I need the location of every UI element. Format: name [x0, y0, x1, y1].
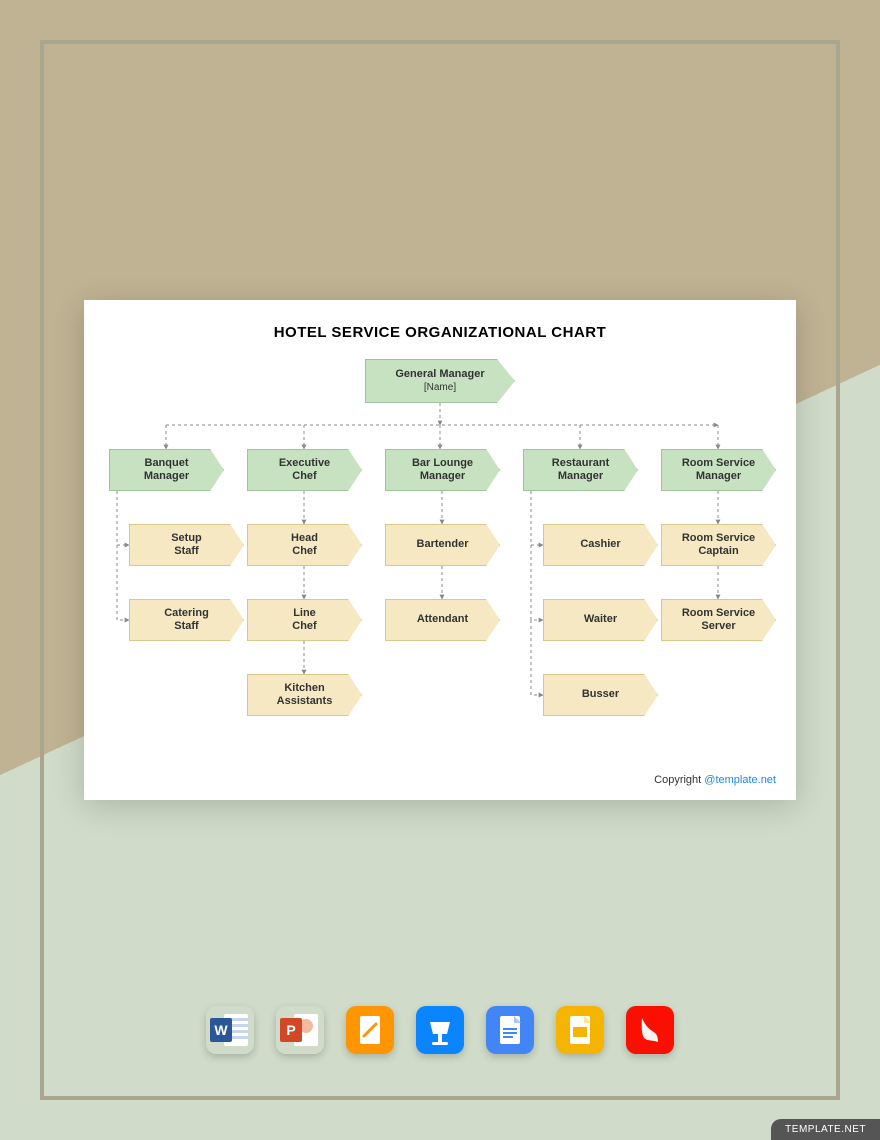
node-manager-2: Bar LoungeManager	[385, 449, 500, 491]
pages-icon[interactable]	[346, 1006, 394, 1054]
chart-title: HOTEL SERVICE ORGANIZATIONAL CHART	[104, 324, 776, 341]
node-staff-3: LineChef	[247, 599, 362, 641]
powerpoint-icon[interactable]: P	[276, 1006, 324, 1054]
node-staff-10: Room ServiceCaptain	[661, 524, 776, 566]
gdocs-icon[interactable]	[486, 1006, 534, 1054]
node-staff-2: HeadChef	[247, 524, 362, 566]
word-icon[interactable]: W	[206, 1006, 254, 1054]
copyright: Copyright @template.net	[654, 774, 776, 786]
node-staff-4: KitchenAssistants	[247, 674, 362, 716]
keynote-icon[interactable]	[416, 1006, 464, 1054]
node-staff-9: Busser	[543, 674, 658, 716]
copyright-link[interactable]: @template.net	[704, 774, 776, 786]
svg-text:W: W	[214, 1022, 228, 1038]
node-root: General Manager[Name]	[365, 359, 515, 403]
app-icons-row: WP	[0, 1006, 880, 1054]
gslides-icon[interactable]	[556, 1006, 604, 1054]
node-staff-0: SetupStaff	[129, 524, 244, 566]
node-staff-11: Room ServiceServer	[661, 599, 776, 641]
node-staff-8: Waiter	[543, 599, 658, 641]
svg-text:P: P	[286, 1022, 295, 1038]
node-manager-4: Room ServiceManager	[661, 449, 776, 491]
watermark: TEMPLATE.NET	[771, 1119, 880, 1140]
copyright-prefix: Copyright	[654, 774, 704, 786]
node-manager-3: RestaurantManager	[523, 449, 638, 491]
pdf-icon[interactable]	[626, 1006, 674, 1054]
org-chart: General Manager[Name] BanquetManager Execu…	[104, 359, 776, 749]
node-manager-1: ExecutiveChef	[247, 449, 362, 491]
node-staff-7: Cashier	[543, 524, 658, 566]
node-staff-1: CateringStaff	[129, 599, 244, 641]
chart-card: HOTEL SERVICE ORGANIZATIONAL CHART Gener…	[84, 300, 796, 800]
node-staff-5: Bartender	[385, 524, 500, 566]
node-manager-0: BanquetManager	[109, 449, 224, 491]
node-staff-6: Attendant	[385, 599, 500, 641]
